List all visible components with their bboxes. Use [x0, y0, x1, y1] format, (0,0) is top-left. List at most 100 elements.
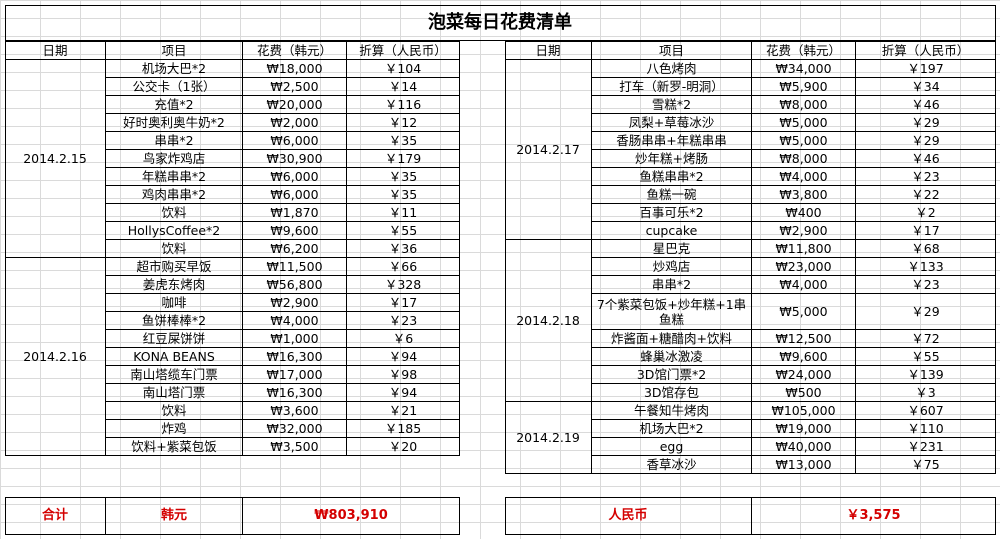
right-item-name[interactable]: 星巴克	[592, 240, 752, 258]
right-item-name[interactable]: 3D馆门票*2	[592, 366, 752, 384]
left-item-krw[interactable]: ₩2,500	[243, 78, 347, 96]
right-item-krw[interactable]: ₩8,000	[752, 150, 856, 168]
left-item-krw[interactable]: ₩3,600	[243, 402, 347, 420]
right-item-name[interactable]: 7个紫菜包饭+炒年糕+1串鱼糕	[592, 294, 752, 330]
left-item-cny[interactable]: ￥98	[347, 366, 460, 384]
left-item-cny[interactable]: ￥94	[347, 384, 460, 402]
total-label[interactable]: 合计	[5, 497, 106, 535]
left-item-name[interactable]: 机场大巴*2	[106, 60, 243, 78]
left-item-name[interactable]: 好时奥利奥牛奶*2	[106, 114, 243, 132]
left-item-name[interactable]: 充值*2	[106, 96, 243, 114]
right-item-krw[interactable]: ₩9,600	[752, 348, 856, 366]
left-item-cny[interactable]: ￥21	[347, 402, 460, 420]
right-item-name[interactable]: 机场大巴*2	[592, 420, 752, 438]
left-item-cny[interactable]: ￥328	[347, 276, 460, 294]
right-item-krw[interactable]: ₩5,000	[752, 294, 856, 330]
right-item-cny[interactable]: ￥607	[856, 402, 996, 420]
left-item-name[interactable]: 鸡肉串串*2	[106, 186, 243, 204]
right-item-name[interactable]: 串串*2	[592, 276, 752, 294]
right-item-name[interactable]: 午餐知牛烤肉	[592, 402, 752, 420]
left-date-cell[interactable]: 2014.2.15	[5, 60, 106, 258]
right-item-krw[interactable]: ₩400	[752, 204, 856, 222]
right-item-cny[interactable]: ￥29	[856, 294, 996, 330]
right-item-cny[interactable]: ￥68	[856, 240, 996, 258]
right-item-cny[interactable]: ￥197	[856, 60, 996, 78]
right-item-name[interactable]: 打车（新罗-明洞）	[592, 78, 752, 96]
left-item-name[interactable]: 饮料	[106, 402, 243, 420]
right-item-cny[interactable]: ￥55	[856, 348, 996, 366]
right-item-cny[interactable]: ￥75	[856, 456, 996, 474]
right-item-name[interactable]: egg	[592, 438, 752, 456]
left-item-name[interactable]: 鸟家炸鸡店	[106, 150, 243, 168]
left-item-cny[interactable]: ￥11	[347, 204, 460, 222]
left-item-cny[interactable]: ￥116	[347, 96, 460, 114]
left-item-krw[interactable]: ₩11,500	[243, 258, 347, 276]
left-item-name[interactable]: 公交卡（1张）	[106, 78, 243, 96]
left-item-cny[interactable]: ￥66	[347, 258, 460, 276]
right-item-cny[interactable]: ￥22	[856, 186, 996, 204]
total-krw-value[interactable]: ₩803,910	[243, 497, 460, 535]
left-item-krw[interactable]: ₩30,900	[243, 150, 347, 168]
left-item-name[interactable]: 红豆屎饼饼	[106, 330, 243, 348]
left-item-cny[interactable]: ￥12	[347, 114, 460, 132]
left-item-cny[interactable]: ￥35	[347, 132, 460, 150]
left-item-krw[interactable]: ₩6,000	[243, 186, 347, 204]
left-item-name[interactable]: 鱼饼棒棒*2	[106, 312, 243, 330]
right-item-name[interactable]: 炒年糕+烤肠	[592, 150, 752, 168]
left-item-cny[interactable]: ￥23	[347, 312, 460, 330]
right-item-cny[interactable]: ￥46	[856, 150, 996, 168]
left-item-name[interactable]: 饮料+紫菜包饭	[106, 438, 243, 456]
right-item-name[interactable]: 炒鸡店	[592, 258, 752, 276]
right-item-name[interactable]: 香肠串串+年糕串串	[592, 132, 752, 150]
sheet-title[interactable]: 泡菜每日花费清单	[5, 5, 996, 41]
left-item-krw[interactable]: ₩4,000	[243, 312, 347, 330]
right-item-name[interactable]: 蜂巢冰激凌	[592, 348, 752, 366]
left-item-name[interactable]: 年糕串串*2	[106, 168, 243, 186]
right-date-cell[interactable]: 2014.2.18	[505, 240, 592, 402]
left-item-cny[interactable]: ￥14	[347, 78, 460, 96]
right-item-name[interactable]: 鱼糕串串*2	[592, 168, 752, 186]
right-item-cny[interactable]: ￥46	[856, 96, 996, 114]
right-item-cny[interactable]: ￥2	[856, 204, 996, 222]
right-item-cny[interactable]: ￥23	[856, 276, 996, 294]
left-item-krw[interactable]: ₩56,800	[243, 276, 347, 294]
left-item-name[interactable]: 炸鸡	[106, 420, 243, 438]
right-item-krw[interactable]: ₩13,000	[752, 456, 856, 474]
left-item-cny[interactable]: ￥36	[347, 240, 460, 258]
right-item-krw[interactable]: ₩2,900	[752, 222, 856, 240]
left-item-name[interactable]: KONA BEANS	[106, 348, 243, 366]
left-item-krw[interactable]: ₩2,900	[243, 294, 347, 312]
right-item-krw[interactable]: ₩34,000	[752, 60, 856, 78]
total-cny-value[interactable]: ￥3,575	[752, 497, 996, 535]
left-item-name[interactable]: 南山塔门票	[106, 384, 243, 402]
right-item-name[interactable]: 八色烤肉	[592, 60, 752, 78]
right-item-krw[interactable]: ₩5,000	[752, 132, 856, 150]
left-item-krw[interactable]: ₩6,000	[243, 132, 347, 150]
left-item-name[interactable]: 饮料	[106, 240, 243, 258]
total-cny-label[interactable]: 人民币	[505, 497, 752, 535]
left-item-cny[interactable]: ￥35	[347, 168, 460, 186]
right-date-cell[interactable]: 2014.2.19	[505, 402, 592, 474]
left-item-cny[interactable]: ￥6	[347, 330, 460, 348]
right-item-name[interactable]: cupcake	[592, 222, 752, 240]
right-item-cny[interactable]: ￥231	[856, 438, 996, 456]
left-item-cny[interactable]: ￥55	[347, 222, 460, 240]
right-item-krw[interactable]: ₩4,000	[752, 276, 856, 294]
right-item-name[interactable]: 香草冰沙	[592, 456, 752, 474]
right-header-3[interactable]: 折算（人民币）	[856, 41, 996, 60]
right-header-0[interactable]: 日期	[505, 41, 592, 60]
right-item-krw[interactable]: ₩5,900	[752, 78, 856, 96]
right-item-krw[interactable]: ₩23,000	[752, 258, 856, 276]
left-item-name[interactable]: 超市购买早饭	[106, 258, 243, 276]
left-item-krw[interactable]: ₩16,300	[243, 384, 347, 402]
right-item-krw[interactable]: ₩105,000	[752, 402, 856, 420]
right-item-krw[interactable]: ₩24,000	[752, 366, 856, 384]
right-item-cny[interactable]: ￥34	[856, 78, 996, 96]
right-item-name[interactable]: 雪糕*2	[592, 96, 752, 114]
right-item-cny[interactable]: ￥72	[856, 330, 996, 348]
left-header-1[interactable]: 项目	[106, 41, 243, 60]
right-item-name[interactable]: 炸酱面+糖醋肉+饮料	[592, 330, 752, 348]
left-item-cny[interactable]: ￥20	[347, 438, 460, 456]
left-item-krw[interactable]: ₩17,000	[243, 366, 347, 384]
right-item-name[interactable]: 3D馆存包	[592, 384, 752, 402]
